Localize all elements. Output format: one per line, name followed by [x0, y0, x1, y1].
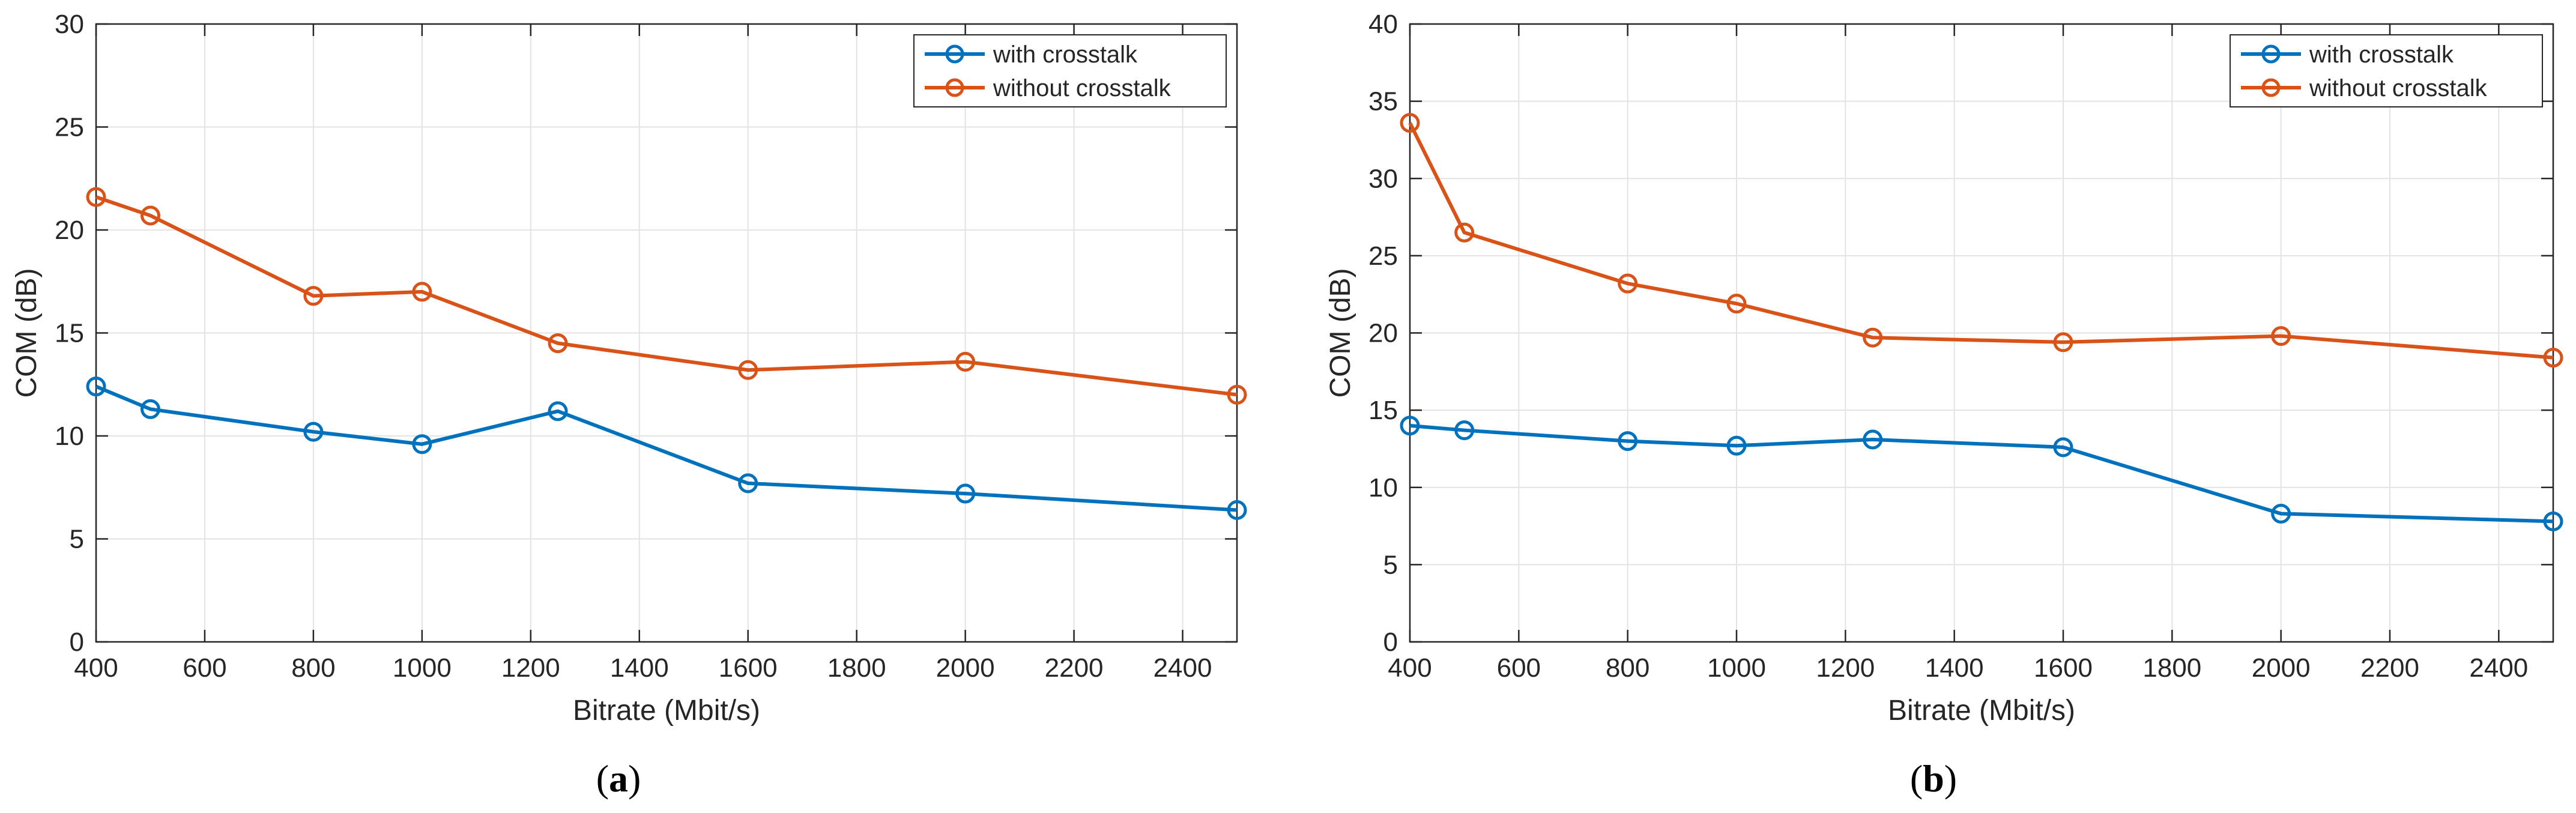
y-tick-label: 10 [55, 422, 84, 451]
x-tick-label: 2400 [1153, 653, 1212, 683]
legend-box [913, 34, 1227, 107]
series-line-with-crosstalk [1409, 423, 2554, 524]
y-axis-label: COM (dB) [11, 268, 43, 398]
y-tick-label: 0 [70, 627, 84, 657]
data-point-with-crosstalk [548, 401, 568, 422]
y-tick-label: 35 [1368, 87, 1398, 116]
x-tick-label: 2000 [2252, 653, 2311, 683]
chart-panel-b: 400 600 800 1000 1200 1400 1600 1800 2000 2200 240… [1325, 10, 2563, 800]
panel-label: (a) [596, 757, 641, 800]
data-point-without-crosstalk [548, 333, 568, 354]
y-axis-label: COM (dB) [1325, 268, 1356, 398]
y-tick-label: 5 [1383, 550, 1398, 579]
data-point-without-crosstalk [1726, 294, 1747, 314]
data-point-without-crosstalk [1400, 113, 1420, 133]
data-point-without-crosstalk [2271, 326, 2291, 346]
data-point-without-crosstalk [738, 360, 758, 380]
x-tick-label: 800 [1606, 653, 1649, 683]
data-point-without-crosstalk [1863, 327, 1883, 348]
data-point-without-crosstalk [1227, 384, 1247, 405]
x-tick-label: 1600 [2034, 653, 2093, 683]
legend-label-without-crosstalk: without crosstalk [993, 75, 1172, 101]
series-line-with-crosstalk [95, 384, 1238, 512]
y-tick-label: 15 [55, 319, 84, 348]
x-tick-label: 1000 [1707, 653, 1766, 683]
y-tick-label: 25 [1368, 241, 1398, 271]
data-point-with-crosstalk [86, 376, 106, 397]
legend: with crosstalk without crosstalk [2230, 34, 2543, 107]
x-axis-label: Bitrate (Mbit/s) [573, 695, 760, 727]
y-tick-label: 0 [1383, 627, 1398, 657]
x-tick-label: 1800 [827, 653, 886, 683]
chart-panel-a: 400 600 800 1000 1200 1400 1600 1800 2000 2200 240… [11, 10, 1247, 800]
x-tick-label: 2200 [1045, 653, 1104, 683]
y-tick-label: 30 [55, 10, 84, 39]
data-point-without-crosstalk [86, 187, 106, 207]
data-point-with-crosstalk [1618, 431, 1638, 452]
y-tick-label: 40 [1368, 10, 1398, 39]
data-point-with-crosstalk [412, 434, 432, 455]
y-tick-label: 25 [55, 113, 84, 142]
data-point-without-crosstalk [1454, 222, 1475, 243]
series-line-without-crosstalk [95, 195, 1238, 397]
legend-marker-with-crosstalk [2261, 44, 2281, 64]
data-point-with-crosstalk [1454, 420, 1475, 441]
data-point-without-crosstalk [412, 282, 432, 302]
x-tick-label: 1200 [1816, 653, 1875, 683]
y-tick-label: 20 [55, 216, 84, 245]
data-point-without-crosstalk [140, 205, 160, 226]
data-point-with-crosstalk [1863, 429, 1883, 450]
data-point-with-crosstalk [2053, 437, 2073, 458]
legend-label-without-crosstalk: without crosstalk [2309, 75, 2488, 101]
x-tick-label: 2200 [2360, 653, 2419, 683]
data-point-without-crosstalk [955, 352, 976, 372]
x-tick-label: 600 [1497, 653, 1541, 683]
data-point-without-crosstalk [2053, 332, 2073, 352]
data-point-with-crosstalk [2271, 503, 2291, 524]
x-axis-label: Bitrate (Mbit/s) [1888, 695, 2075, 727]
data-point-with-crosstalk [1400, 416, 1420, 436]
panel-letter: b [1923, 757, 1944, 800]
x-tick-label: 1400 [610, 653, 669, 683]
x-tick-label: 1600 [719, 653, 778, 683]
panel-label: (b) [1910, 757, 1957, 800]
y-tick-label: 10 [1368, 473, 1398, 503]
x-tick-label: 600 [183, 653, 226, 683]
x-tick-label: 800 [291, 653, 335, 683]
series-line-without-crosstalk [1408, 122, 2554, 360]
data-point-with-crosstalk [140, 399, 160, 419]
legend-box [2230, 34, 2543, 107]
data-point-with-crosstalk [2543, 511, 2563, 531]
legend-label-with-crosstalk: with crosstalk [2309, 41, 2454, 68]
panel-letter: a [609, 757, 628, 800]
data-point-with-crosstalk [955, 483, 976, 504]
data-point-with-crosstalk [738, 473, 758, 494]
data-point-without-crosstalk [2543, 348, 2563, 368]
x-tick-label: 1400 [1925, 653, 1984, 683]
data-point-without-crosstalk [303, 286, 324, 306]
y-tick-label: 30 [1368, 164, 1398, 193]
y-tick-label: 5 [70, 525, 84, 554]
legend: with crosstalk without crosstalk [913, 34, 1227, 107]
x-tick-label: 400 [74, 653, 118, 683]
data-point-with-crosstalk [1726, 435, 1747, 456]
legend-marker-without-crosstalk [945, 78, 964, 97]
legend-marker-with-crosstalk [945, 44, 964, 64]
x-tick-label: 1800 [2142, 653, 2201, 683]
data-point-with-crosstalk [303, 422, 324, 442]
legend-label-with-crosstalk: with crosstalk [993, 41, 1138, 68]
y-tick-label: 15 [1368, 396, 1398, 425]
x-tick-label: 400 [1388, 653, 1432, 683]
x-tick-label: 2000 [936, 653, 995, 683]
legend-marker-without-crosstalk [2261, 78, 2281, 97]
data-point-without-crosstalk [1618, 273, 1638, 294]
x-tick-label: 2400 [2469, 653, 2528, 683]
x-tick-label: 1200 [501, 653, 560, 683]
data-point-with-crosstalk [1227, 500, 1247, 520]
x-tick-label: 1000 [393, 653, 452, 683]
y-tick-label: 20 [1368, 319, 1398, 348]
